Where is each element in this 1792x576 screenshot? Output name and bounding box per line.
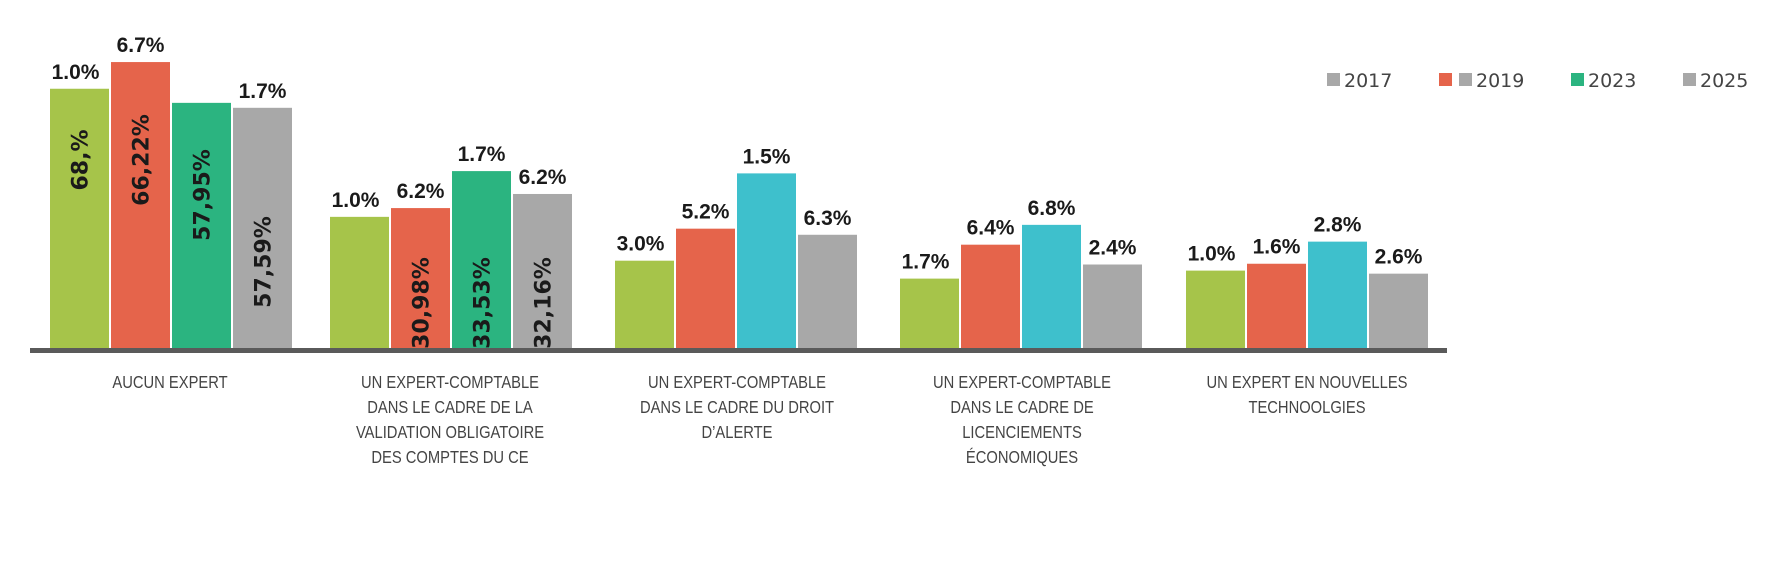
bar-top-label: 1.0%: [52, 61, 100, 84]
category-label: UN EXPERT-COMPTABLE: [648, 373, 826, 393]
category-label: UN EXPERT-COMPTABLE: [361, 373, 539, 393]
category-label: UN EXPERT EN NOUVELLES: [1207, 373, 1408, 393]
bar-2023-group-1: [172, 102, 231, 348]
category-label: AUCUN EXPERT: [112, 373, 227, 393]
bar-top-label: 2.8%: [1314, 214, 1362, 237]
bar-2017-group-3: [615, 260, 674, 348]
category-label: ÉCONOMIQUES: [966, 447, 1078, 468]
bar-2019-group-5: [1247, 263, 1306, 348]
bar-inner-label: 32,16%: [532, 257, 557, 349]
bar-2017-group-4: [900, 278, 959, 348]
bar-2019-group-1: [111, 62, 170, 348]
bar-2025-group-4: [1083, 264, 1142, 348]
bar-2025-group-3: [798, 234, 857, 348]
legend-item-2019: 2019: [1439, 70, 1524, 92]
legend-label: 2019: [1476, 70, 1524, 92]
category-label: DANS LE CADRE DE LA: [367, 398, 532, 418]
legend-item-2025: 2025: [1683, 70, 1748, 92]
bar-top-label: 1.5%: [743, 145, 791, 168]
legend-item-2017: 2017: [1327, 70, 1392, 92]
category-label: D’ALERTE: [702, 423, 773, 443]
legend-label: 2025: [1700, 70, 1748, 92]
category-label: UN EXPERT-COMPTABLE: [933, 373, 1111, 393]
category-label: VALIDATION OBLIGATOIRE: [356, 423, 544, 443]
legend-swatch: [1327, 73, 1340, 86]
bar-top-label: 1.7%: [902, 251, 950, 274]
bar-top-label: 6.3%: [804, 207, 852, 230]
bars-layer: [50, 62, 1428, 348]
bar-top-label: 6.2%: [397, 180, 445, 203]
bar-inner-label: 30,98%: [410, 257, 435, 349]
bar-2025-group-5: [1369, 273, 1428, 348]
category-label: DES COMPTES DU CE: [371, 448, 528, 468]
bar-top-label: 6.4%: [967, 217, 1015, 240]
bar-inner-label: 33,53%: [471, 257, 496, 349]
legend-swatch: [1439, 73, 1452, 86]
legend-swatch: [1683, 73, 1696, 86]
bar-top-label: 6.2%: [519, 166, 567, 189]
legend: 2017 2019 2023 2025: [1327, 70, 1748, 92]
bar-top-label: 1.6%: [1253, 236, 1301, 259]
category-label: LICENCIEMENTS: [962, 423, 1082, 443]
bar-inner-label: 66,22%: [130, 114, 155, 206]
bar-top-label: 1.0%: [1188, 243, 1236, 266]
bar-top-label: 2.4%: [1089, 237, 1137, 260]
legend-label: 2023: [1588, 70, 1636, 92]
category-label: DANS LE CADRE DE: [950, 398, 1093, 418]
category-labels: AUCUN EXPERT UN EXPERT-COMPTABLE DANS LE C…: [112, 373, 1407, 468]
labels-layer: 1.0% 68,% 1.0% 3.0% 1.7% 1.0% 6.7% 66,22% 6.2% 30…: [52, 34, 1423, 349]
bar-2025-group-2: [513, 193, 572, 348]
bar-2023-group-4: [1022, 224, 1081, 348]
bar-2017-group-2: [330, 216, 389, 348]
legend-swatch: [1571, 73, 1584, 86]
bar-top-label: 6.7%: [117, 34, 165, 57]
bar-inner-label: 57,95%: [191, 149, 216, 241]
bar-inner-label: 57,59%: [252, 216, 277, 308]
bar-2017-group-5: [1186, 270, 1245, 348]
legend-swatch: [1459, 73, 1472, 86]
bar-top-label: 2.6%: [1375, 246, 1423, 269]
legend-label: 2017: [1344, 70, 1392, 92]
bar-top-label: 6.8%: [1028, 197, 1076, 220]
bar-top-label: 1.0%: [332, 189, 380, 212]
x-axis-line: [30, 348, 1447, 353]
bar-top-label: 3.0%: [617, 233, 665, 256]
bar-top-label: 1.7%: [239, 80, 287, 103]
bar-2023-group-5: [1308, 241, 1367, 348]
bar-2017-group-1: [50, 88, 109, 348]
bar-top-label: 1.7%: [458, 143, 506, 166]
bar-2023-group-3: [737, 173, 796, 348]
bar-2019-group-2: [391, 208, 450, 348]
bar-inner-label: 68,%: [69, 129, 94, 190]
bar-2025-group-1: [233, 107, 292, 348]
bar-2019-group-4: [961, 244, 1020, 348]
category-label: TECHNOOLGIES: [1248, 398, 1365, 418]
bar-2019-group-3: [676, 228, 735, 348]
legend-item-2023: 2023: [1571, 70, 1636, 92]
category-label: DANS LE CADRE DU DROIT: [640, 398, 834, 418]
bar-2023-group-2: [452, 171, 511, 348]
bar-top-label: 5.2%: [682, 201, 730, 224]
